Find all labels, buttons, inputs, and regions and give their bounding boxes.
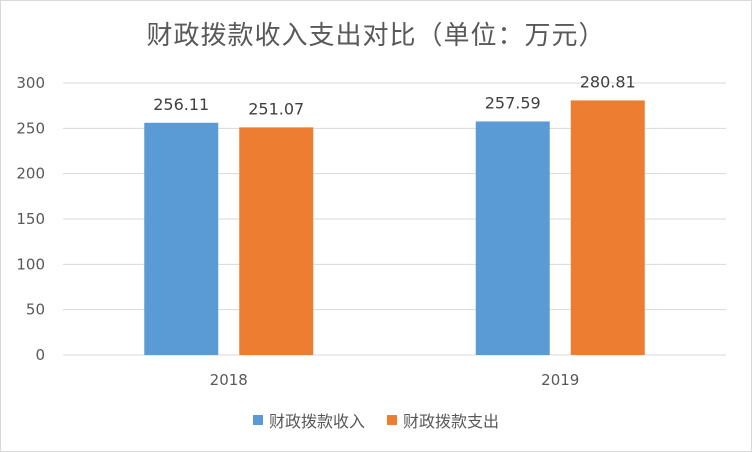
chart-title: 财政拨款收入支出对比（单位：万元） <box>146 21 606 51</box>
bar-2019-series-1 <box>570 100 645 356</box>
bar-2019-series-0 <box>475 121 550 355</box>
y-tick-label: 250 <box>16 119 45 137</box>
y-tick-label: 300 <box>16 74 45 92</box>
y-tick-label: 150 <box>16 210 45 228</box>
legend: 财政拨款收入 财政拨款支出 <box>1 408 751 432</box>
data-labels: 256.11 251.07 257.59 280.81 <box>153 72 635 118</box>
data-label-2019-series-1: 280.81 <box>580 72 636 91</box>
y-axis-ticks: 0 50 100 150 200 250 300 <box>16 74 45 364</box>
data-label-2018-series-0: 256.11 <box>153 95 209 114</box>
legend-swatch <box>387 415 397 425</box>
legend-item-0: 财政拨款收入 <box>252 408 365 432</box>
x-tick-label-2018: 2018 <box>210 371 248 389</box>
legend-label: 财政拨款收入 <box>268 412 365 431</box>
x-tick-label-2019: 2019 <box>541 371 579 389</box>
y-tick-label: 0 <box>35 346 45 364</box>
y-tick-label: 50 <box>26 301 45 319</box>
y-tick-label: 100 <box>16 255 45 273</box>
y-tick-label: 200 <box>16 165 45 183</box>
bars <box>144 100 645 356</box>
bar-2018-series-0 <box>144 122 219 355</box>
legend-swatch <box>252 415 263 425</box>
x-axis-ticks: 2018 2019 <box>210 371 580 389</box>
data-label-2019-series-0: 257.59 <box>485 93 541 112</box>
bar-2018-series-1 <box>239 127 314 356</box>
legend-label: 财政拨款支出 <box>403 412 500 431</box>
legend-item-1: 财政拨款支出 <box>387 408 499 432</box>
data-label-2018-series-1: 251.07 <box>248 99 304 118</box>
